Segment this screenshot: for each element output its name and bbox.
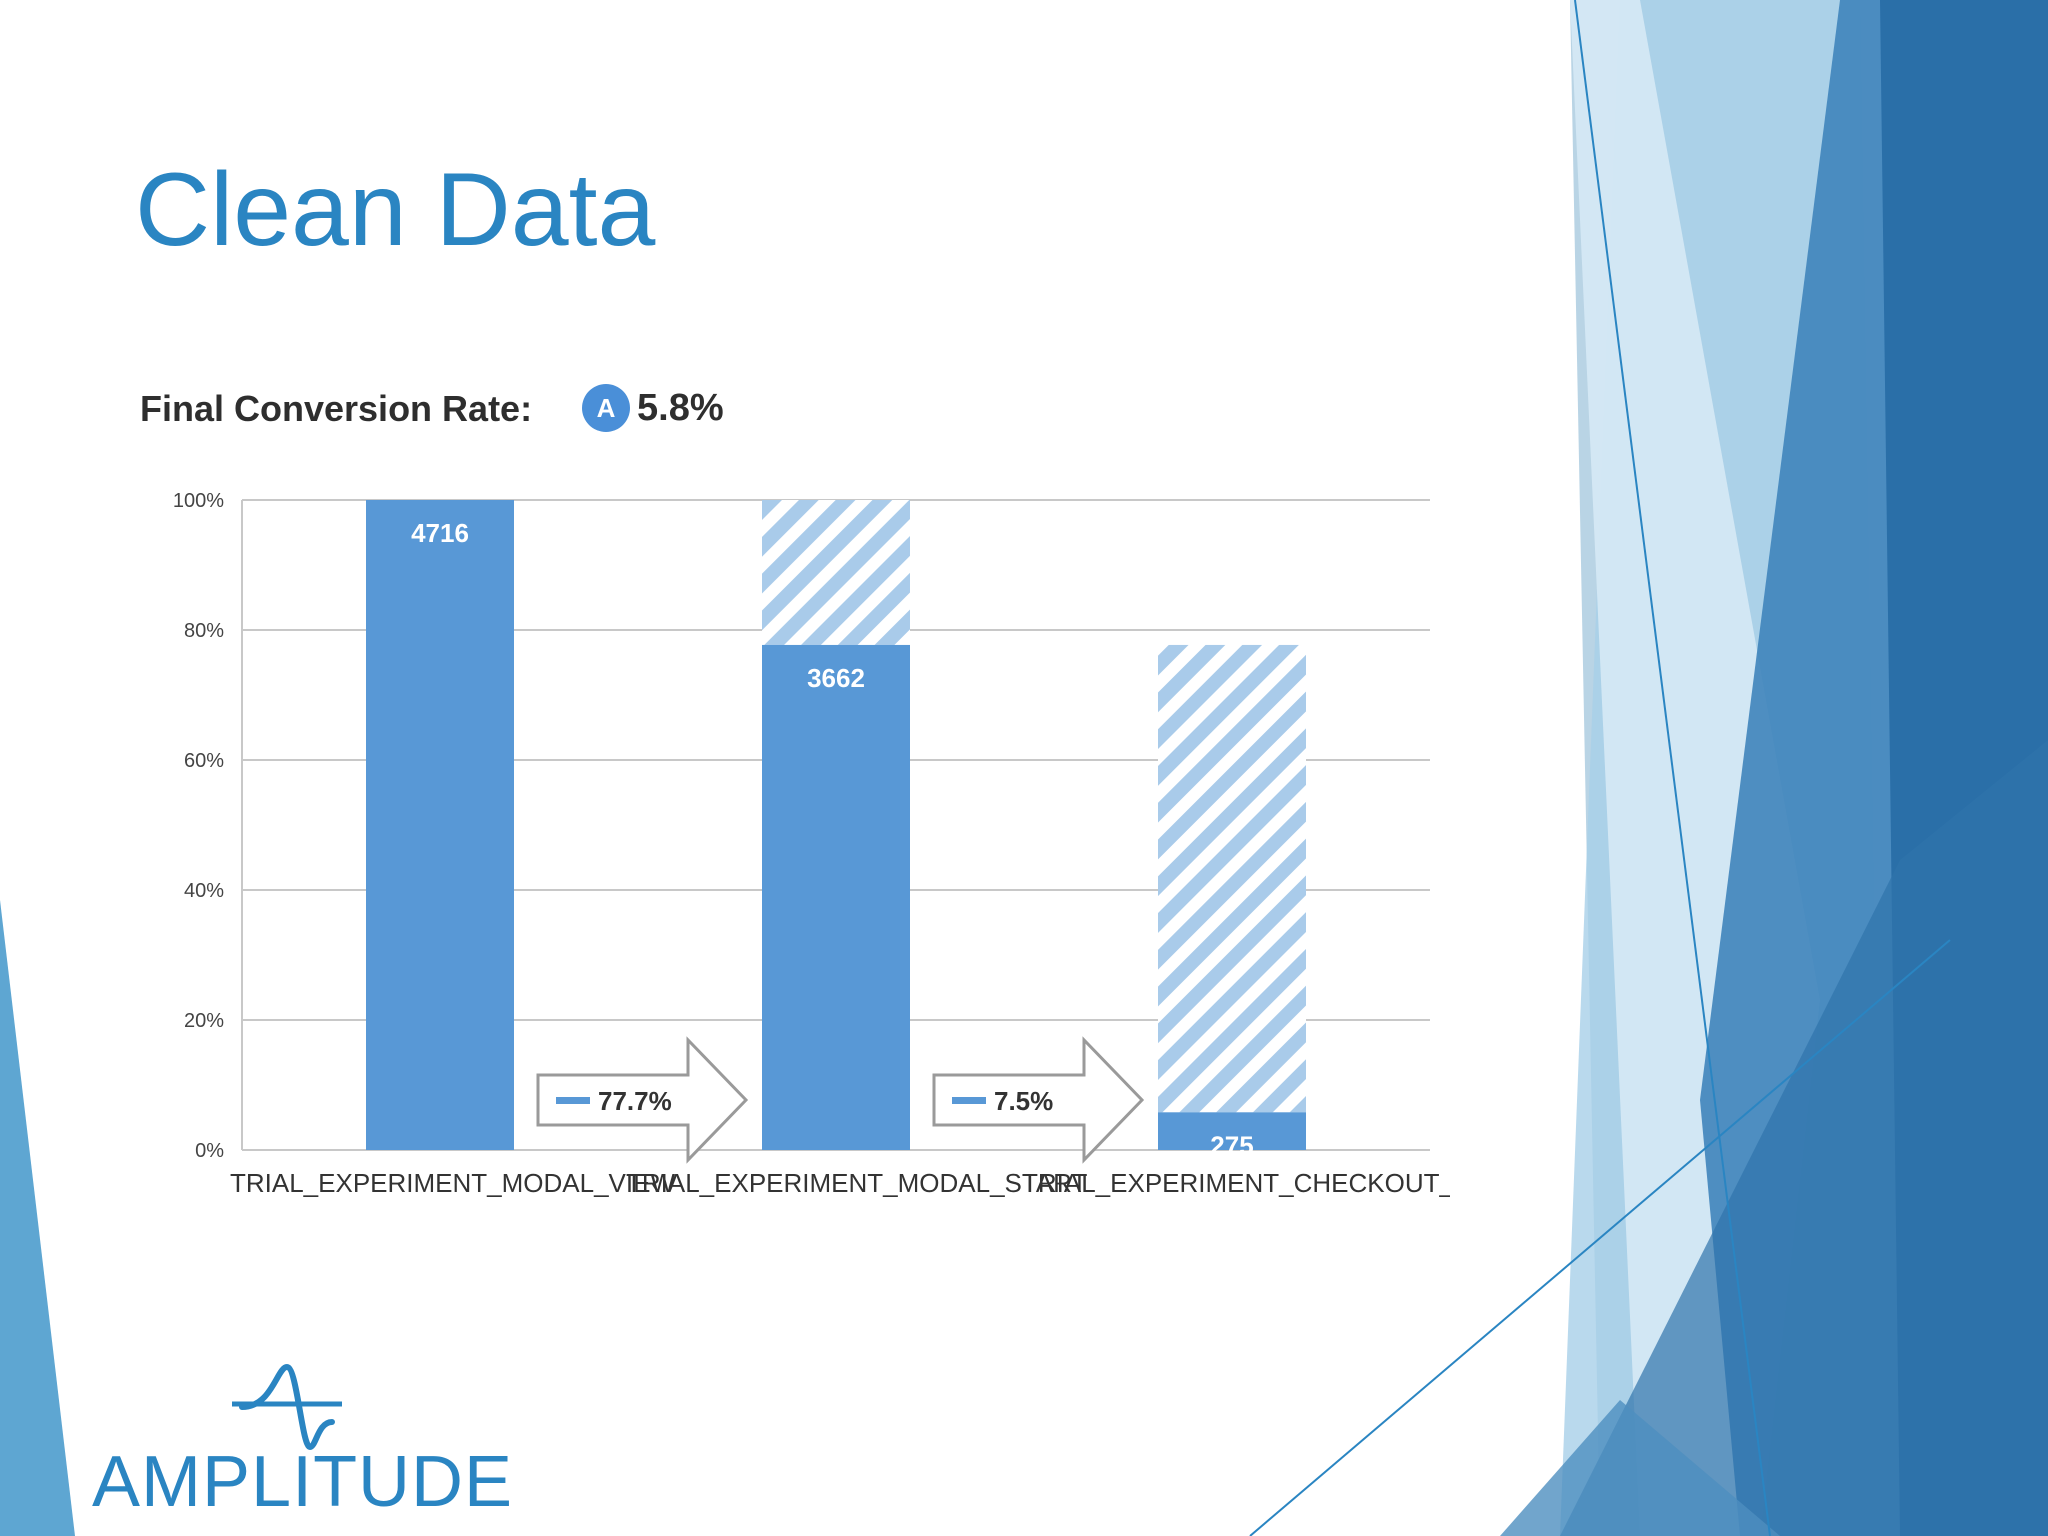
- slide-title: Clean Data: [135, 152, 656, 268]
- conversion-label: Final Conversion Rate:: [140, 388, 533, 429]
- dropoff-bar: [762, 500, 910, 645]
- step-conversion-label: 7.5%: [994, 1086, 1053, 1116]
- segment-badge: A: [582, 384, 630, 432]
- x-category-label: TRIAL_EXPERIMENT_MODAL_VIEW: [230, 1168, 675, 1198]
- deco-left-strip: [0, 900, 75, 1536]
- step-arrow: [536, 1036, 749, 1164]
- x-category-label: TRIAL_EXPERIMENT_CHECKOUT_BI: [1022, 1168, 1450, 1198]
- bar-count-label: 4716: [411, 518, 469, 548]
- y-tick-label: 0%: [195, 1140, 224, 1162]
- y-tick-label: 80%: [184, 620, 224, 642]
- bar-count-label: 275: [1210, 1130, 1253, 1160]
- x-category-label: TRIAL_EXPERIMENT_MODAL_START: [626, 1168, 1087, 1198]
- bar-count-label: 3662: [807, 663, 865, 693]
- amplitude-logo-text: AMPLITUDE: [92, 1442, 514, 1522]
- step-legend-swatch: [952, 1097, 986, 1104]
- amplitude-logo: AMPLITUDE: [92, 1362, 512, 1522]
- conversion-bar: [1158, 1112, 1306, 1150]
- funnel-chart-panel: Final Conversion Rate: A 5.8% 0% 20% 40% 60…: [130, 360, 1450, 1220]
- step-legend-swatch: [556, 1097, 590, 1104]
- y-tick-label: 60%: [184, 750, 224, 772]
- y-tick-label: 40%: [184, 880, 224, 902]
- step-arrow: [932, 1036, 1145, 1164]
- deco-panel-bottom: [1500, 1400, 1780, 1536]
- conversion-bar: [762, 644, 910, 1150]
- step-conversion-label: 77.7%: [598, 1086, 672, 1116]
- funnel-chart: 0% 20% 40% 60% 80% 100% 4716 TRIAL_EXPERIMENT_M…: [173, 490, 1450, 1198]
- dropoff-bar: [1158, 644, 1306, 1113]
- y-tick-label: 100%: [173, 490, 224, 512]
- amplitude-logo-icon: [232, 1363, 342, 1451]
- deco-panel-shade: [1560, 740, 2048, 1536]
- deco-line-1: [1574, 0, 1771, 1536]
- conversion-bar: [366, 500, 514, 1150]
- conversion-value: 5.8%: [637, 387, 724, 429]
- deco-line-2: [1249, 939, 1951, 1536]
- y-tick-label: 20%: [184, 1010, 224, 1032]
